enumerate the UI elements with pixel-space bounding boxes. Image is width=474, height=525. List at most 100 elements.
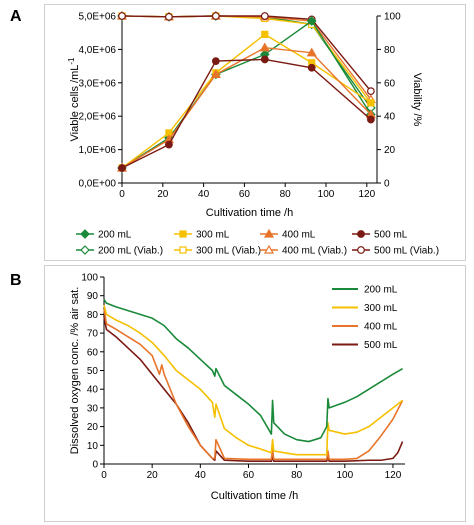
data-point (307, 63, 316, 72)
panel-a-letter: A (10, 8, 22, 25)
panel-b-letter: B (10, 272, 22, 289)
series-line (121, 33, 372, 169)
x-axis-title: Cultivation time /h (211, 490, 298, 502)
x-tick-label: 0 (119, 189, 125, 200)
x-tick-label: 60 (239, 189, 251, 200)
legend-label: 500 mL (374, 230, 408, 241)
y2-tick-label: 0 (384, 179, 390, 190)
legend-marker (80, 245, 90, 255)
y2-axis-title: Viability /% (411, 73, 423, 127)
legend-marker (179, 230, 187, 238)
y2-tick-label: 40 (384, 112, 396, 123)
legend-label: 200 mL (364, 285, 398, 296)
x-tick-label: 20 (147, 470, 159, 481)
legend-item: 200 mL (332, 285, 398, 296)
legend-marker (263, 228, 275, 238)
x-tick-label: 0 (101, 470, 107, 481)
x-tick-label: 80 (280, 189, 292, 200)
y2-tick-label: 80 (384, 45, 396, 56)
y-tick-label: 60 (87, 347, 99, 358)
data-point (306, 16, 317, 26)
legend-label: 300 mL (364, 303, 398, 314)
x-tick-label: 40 (198, 189, 210, 200)
legend-item: 500 mL (Viab.) (352, 246, 439, 257)
legend-label: 300 mL (Viab.) (196, 246, 261, 257)
x-axis-title: Cultivation time /h (206, 207, 293, 219)
y-tick-label: 100 (81, 273, 98, 284)
series-500-ml (118, 55, 375, 172)
data-point (165, 12, 173, 21)
legend-item: 400 mL (332, 322, 398, 333)
x-tick-label: 120 (358, 189, 375, 200)
data-point (259, 42, 270, 52)
y-tick-label: 80 (87, 310, 99, 321)
data-point (211, 12, 220, 20)
y-tick-label: 90 (87, 291, 99, 302)
series-line-300-ml (103, 304, 404, 456)
data-point (306, 47, 317, 57)
x-tick-label: 100 (318, 189, 335, 200)
legend-marker (263, 244, 275, 254)
legend-item: 400 mL (Viab.) (260, 244, 347, 257)
data-point (260, 55, 269, 64)
legend-item: 500 mL (352, 230, 408, 241)
legend-marker (179, 246, 187, 254)
y-tick-label: 0,0E+00 (78, 179, 116, 190)
y-axis-title-superscript: -1 (67, 57, 76, 65)
x-tick-label: 40 (195, 470, 207, 481)
y-tick-label: 30 (87, 403, 99, 414)
viability-growth-chart: 0,0E+00 1,0E+06 2,0E+06 3,0E+06 4,0E+06 5,0E+… (67, 10, 439, 257)
x-tick-label: 60 (243, 470, 255, 481)
series-line-400-ml (103, 308, 404, 461)
y-tick-label: 70 (87, 329, 99, 340)
y-tick-label: 20 (87, 422, 99, 433)
series-line-200-ml (103, 299, 403, 443)
x-tick-label: 20 (157, 189, 169, 200)
y-tick-label: 2,0E+06 (78, 112, 116, 123)
data-point (118, 164, 126, 172)
legend: 200 mL 300 mL 400 mL 500 mL (332, 285, 398, 351)
legend-item: 200 mL (76, 229, 132, 241)
x-tick-label: 80 (291, 470, 303, 481)
y2-tick-label: 60 (384, 78, 396, 89)
y-tick-label: 1,0E+06 (78, 145, 116, 156)
y-tick-label: 50 (87, 366, 99, 377)
legend-marker (357, 230, 365, 238)
x-tick-label: 120 (385, 470, 402, 481)
legend-item: 300 mL (174, 230, 230, 241)
legend-item: 400 mL (260, 228, 316, 241)
y-tick-label: 0 (92, 460, 98, 471)
data-point (366, 87, 375, 96)
legend-label: 400 mL (364, 322, 398, 333)
data-point (367, 99, 375, 107)
y-axis-title: Viable cells /mL-1 (67, 57, 81, 142)
data-point (118, 12, 126, 20)
y-tick-label: 40 (87, 385, 99, 396)
series-line (121, 20, 372, 169)
legend-item: 300 mL (332, 303, 398, 314)
data-point (165, 140, 173, 149)
y-tick-label: 10 (87, 441, 99, 452)
y-tick-label: 5,0E+06 (78, 12, 116, 23)
x-tick-label: 100 (336, 470, 353, 481)
legend-item: 300 mL (Viab.) (174, 246, 261, 257)
legend-marker (357, 246, 365, 254)
series-line (121, 58, 372, 169)
data-point (210, 69, 221, 79)
legend-item: 500 mL (332, 340, 398, 351)
series-line-500-ml (103, 316, 404, 462)
legend-label: 400 mL (Viab.) (282, 246, 347, 257)
y-axis-title: Dissolved oxygen conc. /% air sat. (69, 287, 81, 455)
y2-tick-label: 20 (384, 145, 396, 156)
series-line (121, 15, 372, 92)
legend-label: 300 mL (196, 230, 230, 241)
y-tick-label: 4,0E+06 (78, 45, 116, 56)
data-point (366, 115, 375, 124)
legend: 200 mL 300 mL 400 mL 500 mL 200 mL (Viab.) 30… (76, 228, 439, 257)
panel-a-frame (44, 4, 466, 261)
series-line (121, 47, 372, 169)
legend-label: 200 mL (Viab.) (98, 246, 163, 257)
legend-marker (80, 229, 90, 239)
legend-label: 400 mL (282, 230, 316, 241)
